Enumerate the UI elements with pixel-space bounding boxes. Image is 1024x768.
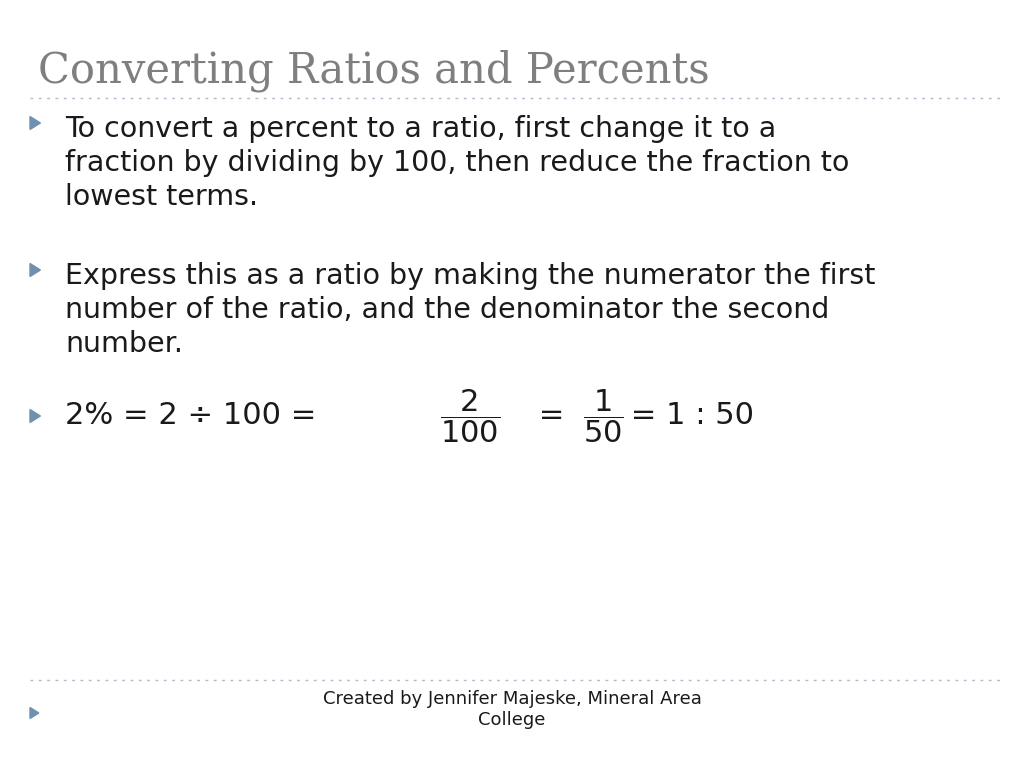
Polygon shape xyxy=(30,409,40,422)
Text: = 1 : 50: = 1 : 50 xyxy=(621,402,754,431)
Text: fraction by dividing by 100, then reduce the fraction to: fraction by dividing by 100, then reduce… xyxy=(65,149,849,177)
Text: Express this as a ratio by making the numerator the first: Express this as a ratio by making the nu… xyxy=(65,262,876,290)
Text: To convert a percent to a ratio, first change it to a: To convert a percent to a ratio, first c… xyxy=(65,115,776,143)
Polygon shape xyxy=(30,263,40,276)
Text: $\dfrac{1}{50}$: $\dfrac{1}{50}$ xyxy=(583,387,624,445)
Text: number of the ratio, and the denominator the second: number of the ratio, and the denominator… xyxy=(65,296,829,324)
Text: 2% = 2 ÷ 100 =: 2% = 2 ÷ 100 = xyxy=(65,402,326,431)
Text: $\dfrac{2}{100}$: $\dfrac{2}{100}$ xyxy=(439,387,500,445)
Text: number.: number. xyxy=(65,330,183,358)
Text: Created by Jennifer Majeske, Mineral Area
College: Created by Jennifer Majeske, Mineral Are… xyxy=(323,690,701,729)
Polygon shape xyxy=(30,117,40,130)
Text: Converting Ratios and Percents: Converting Ratios and Percents xyxy=(38,50,710,92)
Text: =: = xyxy=(528,402,574,431)
Polygon shape xyxy=(30,707,39,719)
Text: lowest terms.: lowest terms. xyxy=(65,183,258,211)
